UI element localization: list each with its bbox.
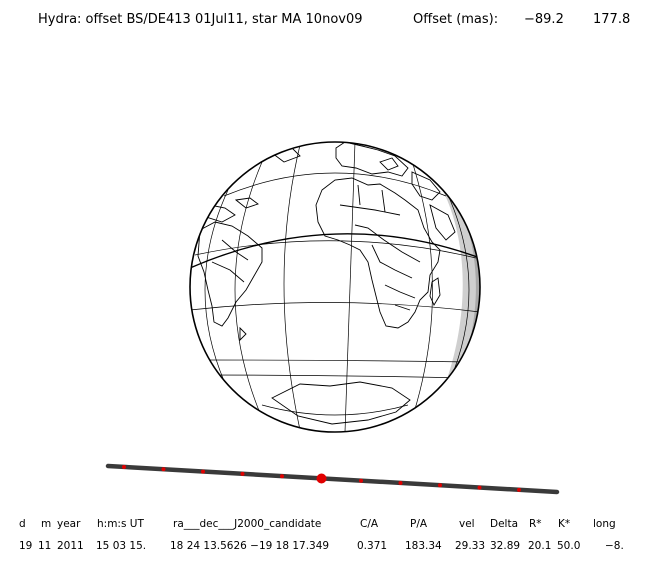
value-delta: 32.89 xyxy=(490,540,521,552)
value-radec: 18 24 13.5626 −19 18 17.349 xyxy=(170,540,330,552)
time-marker xyxy=(240,471,245,476)
value-ca: 0.371 xyxy=(357,540,388,552)
europe xyxy=(335,142,409,177)
col-header-m: m xyxy=(41,518,52,530)
results-value-row: 19 11 2011 15 03 15. 18 24 13.5626 −19 1… xyxy=(0,540,645,556)
globe-limb xyxy=(189,141,481,433)
antarctica xyxy=(271,381,411,425)
south-america xyxy=(197,221,263,327)
globe xyxy=(189,141,481,433)
arabia xyxy=(429,204,456,241)
madagascar xyxy=(429,277,441,306)
col-header-d: d xyxy=(19,518,26,530)
col-header-delta: Delta xyxy=(490,518,519,530)
col-header-r: R* xyxy=(529,518,542,530)
value-k: 50.0 xyxy=(557,540,581,552)
figure-title: Hydra: offset BS/DE413 01Jul11, star MA … xyxy=(0,12,645,30)
closest-approach-marker xyxy=(316,473,327,484)
shadow-path-line xyxy=(190,233,480,269)
offset-label: Offset (mas): xyxy=(413,12,499,27)
time-marker xyxy=(201,469,205,474)
time-marker xyxy=(122,465,126,469)
value-pa: 183.34 xyxy=(405,540,442,552)
time-marker xyxy=(398,481,403,485)
col-header-vel: vel xyxy=(459,518,475,530)
time-marker xyxy=(280,474,284,479)
col-header-year: year xyxy=(57,518,81,530)
col-header-radec: ra___dec___J2000_candidate xyxy=(173,518,322,530)
time-marker xyxy=(517,487,521,492)
time-marker xyxy=(477,485,482,490)
middle-east xyxy=(411,171,441,201)
value-d: 19 xyxy=(19,540,33,552)
graticule xyxy=(190,142,480,432)
track-line xyxy=(105,463,560,495)
results-header-row: d m year h:m:s UT ra___dec___J2000_candi… xyxy=(0,518,645,534)
col-header-pa: P/A xyxy=(410,518,428,530)
col-header-time: h:m:s UT xyxy=(97,518,144,530)
col-header-ca: C/A xyxy=(360,518,379,530)
africa xyxy=(315,177,441,329)
title-text: Hydra: offset BS/DE413 01Jul11, star MA … xyxy=(38,12,363,27)
value-m: 11 xyxy=(38,540,52,552)
value-time: 15 03 15. xyxy=(96,540,147,552)
time-marker xyxy=(161,467,166,472)
col-header-k: K* xyxy=(558,518,571,530)
offset-dec-value: 177.8 xyxy=(593,12,631,27)
coastlines xyxy=(197,142,456,425)
globe-disk xyxy=(190,142,480,432)
value-long: −8. xyxy=(605,540,624,552)
value-vel: 29.33 xyxy=(455,540,486,552)
col-header-long: long xyxy=(593,518,616,530)
star-track xyxy=(105,463,560,495)
offset-ra-value: −89.2 xyxy=(524,12,564,27)
time-marker xyxy=(438,483,442,488)
time-marker xyxy=(359,478,363,483)
value-r: 20.1 xyxy=(528,540,552,552)
value-year: 2011 xyxy=(57,540,84,552)
